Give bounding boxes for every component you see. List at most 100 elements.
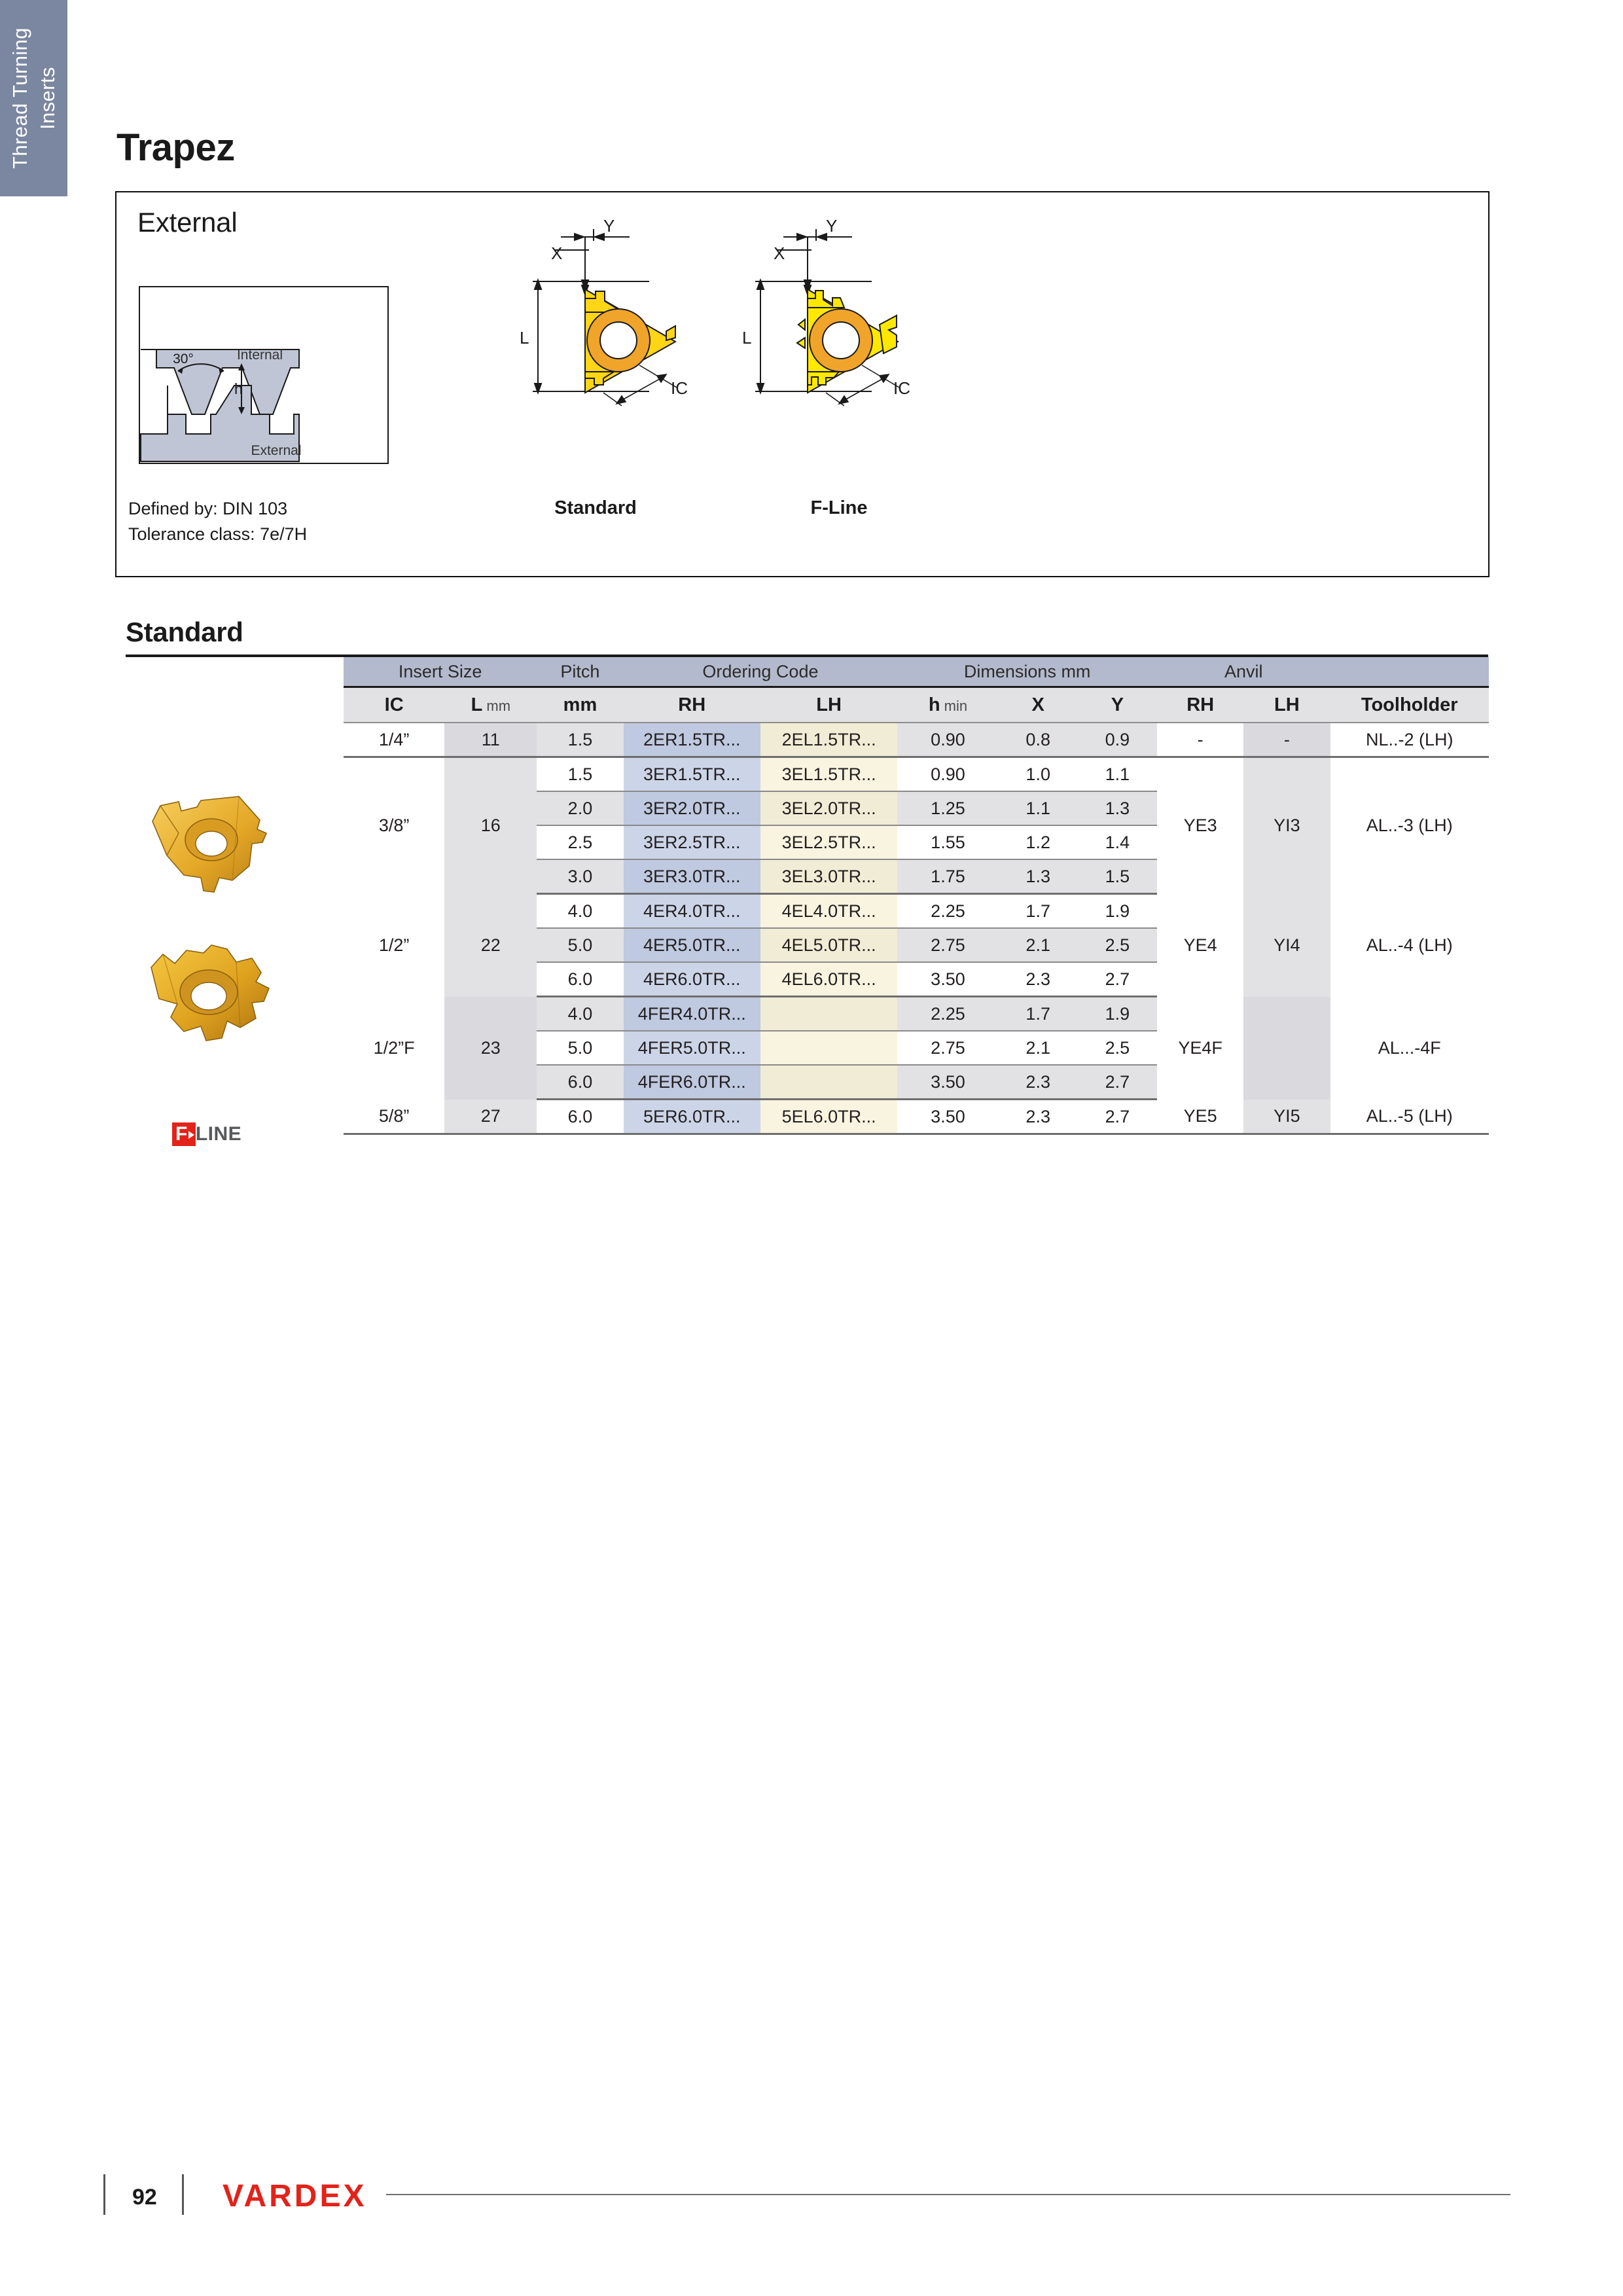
cell-ordering-code-lh <box>760 1065 898 1100</box>
cell-dimension-x: 0.8 <box>998 723 1078 758</box>
table-row: 5.0 4FER5.0TR... 2.75 2.1 2.5 <box>344 1031 1489 1066</box>
cell-ordering-code-lh: 4EL4.0TR... <box>760 893 898 929</box>
cell-ordering-code-rh: 3ER2.0TR... <box>623 791 760 826</box>
table-row: 1/2”F 23 4.0 4FER4.0TR... 2.25 1.7 1.9 YE4F AL..… <box>344 996 1489 1100</box>
y-dim-label: Y <box>826 216 837 236</box>
col-header-y: Y <box>1077 686 1158 723</box>
fline-insert-diagram: X Y L IC <box>742 216 910 406</box>
cell-ordering-code-rh: 4ER5.0TR... <box>623 928 760 963</box>
cell-dimension-x: 2.3 <box>998 1065 1078 1100</box>
col-header-lh-code: LH <box>760 686 898 723</box>
cell-ordering-code-rh: 4ER6.0TR... <box>623 962 760 997</box>
footer-divider-right <box>182 2174 184 2215</box>
cell-anvil-rh: YE4 <box>1183 935 1217 955</box>
table-row: 5/8” 27 6.0 5ER6.0TR... 5EL6.0TR... 3.50 2.3 2.… <box>344 1099 1489 1135</box>
group-header-insert-size: Insert Size <box>344 657 537 687</box>
section-tab-line1: Thread Turning <box>8 27 31 169</box>
cell-ordering-code-rh: 4FER5.0TR... <box>623 1031 760 1066</box>
standard-insert-diagram: X Y L IC <box>520 216 688 406</box>
col-header-toolholder: Toolholder <box>1330 686 1489 723</box>
cell-insert-size-l: 22 <box>444 893 537 997</box>
cell-dimension-x: 1.1 <box>998 791 1078 826</box>
page-number: 92 <box>132 2185 157 2210</box>
fline-figure-label: F-Line <box>810 497 868 518</box>
cell-dimension-h: 3.50 <box>897 962 999 997</box>
insert-photo-standard <box>152 796 268 893</box>
table-row: 1/4” 11 1.5 2ER1.5TR... 2EL1.5TR... 0.90 0.8 0.… <box>344 723 1489 758</box>
cell-dimension-h: 1.55 <box>897 825 999 860</box>
cell-dimension-y: 1.9 <box>1077 893 1158 929</box>
cell-pitch: 4.0 <box>537 996 624 1031</box>
table-body: 1/4” 11 1.5 2ER1.5TR... 2EL1.5TR... 0.90 0.8 0.… <box>344 723 1489 1135</box>
cell-dimension-y: 1.3 <box>1077 791 1158 826</box>
fline-logo: F LINE <box>172 1122 241 1146</box>
cell-ordering-code-rh: 4FER4.0TR... <box>623 996 760 1031</box>
col-header-x: X <box>998 686 1078 723</box>
cell-dimension-y: 2.5 <box>1077 928 1158 963</box>
cell-anvil-lh: YI5 <box>1243 1099 1330 1135</box>
section-tab-label: Thread Turning Inserts <box>7 27 62 169</box>
page-title: Trapez <box>116 126 235 169</box>
cell-dimension-h: 1.75 <box>897 859 999 895</box>
cell-dimension-h: 2.25 <box>897 996 999 1031</box>
cell-ordering-code-lh: 4EL5.0TR... <box>760 928 898 963</box>
cell-ordering-code-lh: 3EL2.5TR... <box>760 825 898 860</box>
cell-ordering-code-lh: 5EL6.0TR... <box>760 1099 898 1135</box>
internal-label: Internal <box>237 348 283 363</box>
cell-toolholder: NL..-2 (LH) <box>1330 723 1489 758</box>
section-tab-line2: Inserts <box>35 67 59 130</box>
angle-label: 30° <box>173 351 194 367</box>
cell-dimension-x: 1.7 <box>998 996 1078 1031</box>
cell-toolholder: AL..-4 (LH) <box>1366 935 1453 955</box>
table-group-header-row: Insert Size Pitch Ordering Code Dimensio… <box>344 657 1489 687</box>
cell-insert-size-l: 11 <box>444 723 537 758</box>
cell-dimension-y: 0.9 <box>1077 723 1158 758</box>
section-heading: Standard <box>126 617 243 647</box>
group-header-pitch: Pitch <box>537 657 624 687</box>
cell-pitch: 6.0 <box>537 1065 624 1100</box>
cell-insert-size-ic: 3/8” <box>378 816 410 836</box>
external-label: External <box>251 443 301 458</box>
cell-pitch: 1.5 <box>537 757 624 792</box>
col-header-pitch-mm: mm <box>537 686 624 723</box>
tolerance-class-text: Tolerance class: 7e/7H <box>128 524 308 545</box>
ic-dim-label: IC <box>671 378 688 398</box>
cell-ordering-code-lh: 4EL6.0TR... <box>760 962 898 997</box>
cell-pitch: 5.0 <box>537 1031 624 1066</box>
cell-pitch: 2.0 <box>537 791 624 826</box>
cell-dimension-h: 2.75 <box>897 928 999 963</box>
footer-rule <box>386 2194 1510 2195</box>
cell-dimension-x: 1.0 <box>998 757 1078 792</box>
col-header-anvil-rh: RH <box>1157 686 1244 723</box>
cell-dimension-y: 1.5 <box>1077 859 1158 895</box>
h-dimension-label: h <box>234 380 243 397</box>
cell-anvil-lh: - <box>1243 723 1330 758</box>
table-row: 6.0 4ER6.0TR... 4EL6.0TR... 3.50 2.3 2.7 <box>344 962 1489 997</box>
defined-by-text: Defined by: DIN 103 <box>128 499 288 518</box>
cell-ordering-code-rh: 2ER1.5TR... <box>623 723 760 758</box>
y-dim-label: Y <box>603 216 615 236</box>
cell-dimension-y: 2.7 <box>1077 962 1158 997</box>
cell-pitch: 6.0 <box>537 1099 624 1135</box>
standard-figure-label: Standard <box>554 497 637 518</box>
cell-dimension-h: 3.50 <box>897 1065 999 1100</box>
cell-dimension-x: 1.3 <box>998 859 1078 895</box>
cell-dimension-h: 0.90 <box>897 757 999 792</box>
col-header-h-min: h min <box>897 686 999 723</box>
specification-table: Insert Size Pitch Ordering Code Dimensio… <box>344 657 1489 1135</box>
profile-caption: Defined by: DIN 103 Tolerance class: 7e/… <box>128 496 307 547</box>
cell-ordering-code-rh: 5ER6.0TR... <box>623 1099 760 1135</box>
cell-dimension-y: 2.7 <box>1077 1065 1158 1100</box>
group-header-dimensions: Dimensions mm <box>897 657 1158 687</box>
thread-profile-diagram: 30° Internal External h <box>139 286 389 464</box>
x-dim-label: X <box>774 243 785 263</box>
cell-dimension-y: 1.1 <box>1077 757 1158 792</box>
l-dim-label: L <box>742 328 751 348</box>
cell-ordering-code-lh <box>760 1031 898 1066</box>
table-row: 5.0 4ER5.0TR... 4EL5.0TR... 2.75 2.1 2.5 <box>344 928 1489 963</box>
table-row: 2.0 3ER2.0TR... 3EL2.0TR... 1.25 1.1 1.3 <box>344 791 1489 826</box>
cell-dimension-y: 2.5 <box>1077 1031 1158 1066</box>
cell-dimension-h: 3.50 <box>897 1099 999 1135</box>
brand-logo: VARDEX <box>223 2179 367 2214</box>
group-header-anvil: Anvil <box>1157 657 1330 687</box>
